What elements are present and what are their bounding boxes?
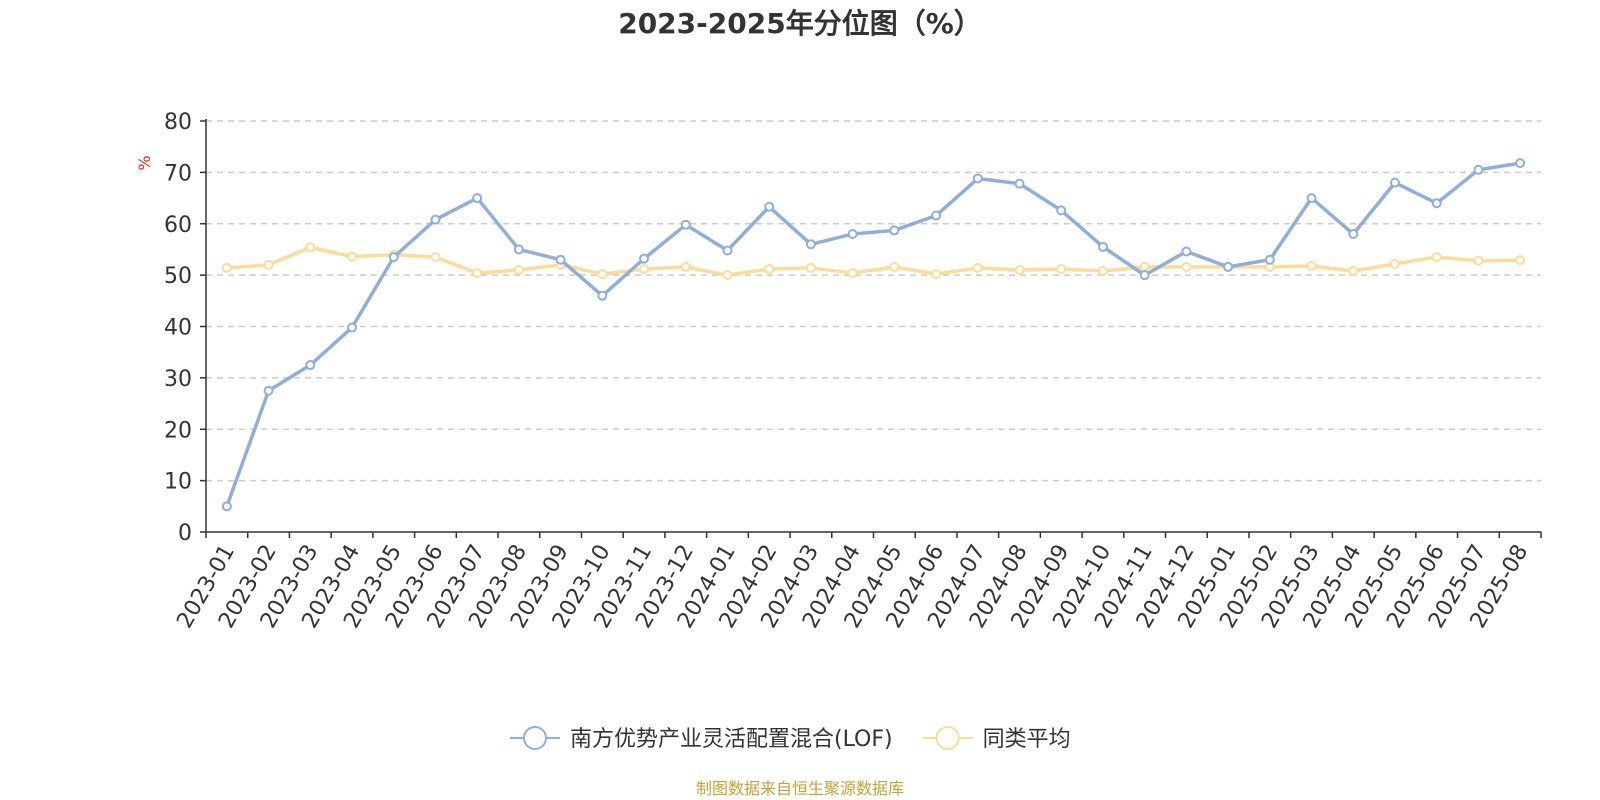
y-tick-label: 50 xyxy=(164,264,192,289)
data-point[interactable] xyxy=(472,193,483,204)
data-point[interactable] xyxy=(1306,260,1317,271)
data-point[interactable] xyxy=(1515,158,1526,169)
data-point[interactable] xyxy=(597,290,608,301)
data-point[interactable] xyxy=(305,360,316,371)
data-point[interactable] xyxy=(680,261,691,272)
legend-marker-icon xyxy=(523,726,547,750)
data-point[interactable] xyxy=(972,262,983,273)
legend[interactable]: 南方优势产业灵活配置混合(LOF) 同类平均 xyxy=(510,726,1071,752)
data-point[interactable] xyxy=(1056,205,1067,216)
data-point[interactable] xyxy=(722,245,733,256)
data-point[interactable] xyxy=(597,269,608,280)
series-0 xyxy=(221,158,1526,512)
data-point[interactable] xyxy=(931,269,942,280)
legend-marker-icon xyxy=(935,726,960,750)
data-point[interactable] xyxy=(430,214,441,225)
y-axis: 0 10 20 30 40 50 60 70 80 xyxy=(164,110,207,546)
data-point[interactable] xyxy=(221,501,232,512)
series-line xyxy=(225,161,1521,507)
data-point[interactable] xyxy=(1473,255,1484,266)
data-point[interactable] xyxy=(513,264,524,275)
data-point[interactable] xyxy=(639,253,650,264)
data-point[interactable] xyxy=(347,251,358,262)
chart-title: 2023-2025年分位图（%） xyxy=(618,7,982,40)
y-tick-label: 60 xyxy=(164,213,192,238)
data-point[interactable] xyxy=(1473,164,1484,175)
legend-item-0[interactable]: 南方优势产业灵活配置混合(LOF) xyxy=(510,726,893,752)
data-point[interactable] xyxy=(1515,255,1526,266)
data-point[interactable] xyxy=(1181,261,1192,272)
data-point[interactable] xyxy=(931,210,942,221)
x-axis: 2023-012023-022023-032023-042023-052023-… xyxy=(172,531,1542,633)
data-point[interactable] xyxy=(889,261,900,272)
data-point[interactable] xyxy=(263,385,274,396)
data-point[interactable] xyxy=(1389,258,1400,269)
data-point[interactable] xyxy=(1431,252,1442,263)
data-point[interactable] xyxy=(263,259,274,270)
data-point[interactable] xyxy=(764,263,775,274)
data-point[interactable] xyxy=(1097,241,1108,252)
data-point[interactable] xyxy=(847,229,858,240)
data-point[interactable] xyxy=(1056,263,1067,274)
source-note: 制图数据来自恒生聚源数据库 xyxy=(695,779,904,798)
data-point[interactable] xyxy=(1348,229,1359,240)
y-tick-label: 10 xyxy=(164,470,192,495)
legend-item-1[interactable]: 同类平均 xyxy=(922,726,1071,752)
y-tick-label: 0 xyxy=(178,521,192,546)
series-layer xyxy=(221,158,1526,512)
data-point[interactable] xyxy=(430,252,441,263)
data-point[interactable] xyxy=(972,173,983,184)
data-point[interactable] xyxy=(1139,270,1150,281)
y-tick-label: 20 xyxy=(164,418,192,443)
legend-label: 南方优势产业灵活配置混合(LOF) xyxy=(570,727,893,752)
data-point[interactable] xyxy=(221,262,232,273)
data-point[interactable] xyxy=(472,268,483,279)
data-point[interactable] xyxy=(388,252,399,263)
data-point[interactable] xyxy=(1223,261,1234,272)
data-point[interactable] xyxy=(639,263,650,274)
data-point[interactable] xyxy=(680,219,691,230)
data-point[interactable] xyxy=(764,201,775,212)
data-point[interactable] xyxy=(513,244,524,255)
y-tick-label: 40 xyxy=(164,316,192,341)
series-line xyxy=(226,245,1521,277)
y-axis-unit-label: % xyxy=(135,155,154,170)
data-point[interactable] xyxy=(1014,264,1025,275)
data-point[interactable] xyxy=(805,262,816,273)
data-point[interactable] xyxy=(555,254,566,265)
data-point[interactable] xyxy=(847,268,858,279)
data-point[interactable] xyxy=(305,242,316,253)
data-point[interactable] xyxy=(1306,193,1317,204)
y-tick-label: 30 xyxy=(164,367,192,392)
data-point[interactable] xyxy=(1139,261,1150,272)
data-point[interactable] xyxy=(889,225,900,236)
data-point[interactable] xyxy=(1097,266,1108,277)
data-point[interactable] xyxy=(1181,246,1192,257)
data-point[interactable] xyxy=(1014,178,1025,189)
data-point[interactable] xyxy=(722,270,733,281)
y-tick-label: 70 xyxy=(164,161,192,186)
data-point[interactable] xyxy=(1431,198,1442,209)
data-point[interactable] xyxy=(347,322,358,333)
legend-label: 同类平均 xyxy=(983,727,1071,752)
grid-lines xyxy=(206,120,1541,482)
series-1 xyxy=(221,242,1526,281)
data-point[interactable] xyxy=(1264,254,1275,265)
data-point[interactable] xyxy=(805,239,816,250)
data-point[interactable] xyxy=(1348,266,1359,277)
y-tick-label: 80 xyxy=(164,110,192,135)
data-point[interactable] xyxy=(1389,177,1400,188)
